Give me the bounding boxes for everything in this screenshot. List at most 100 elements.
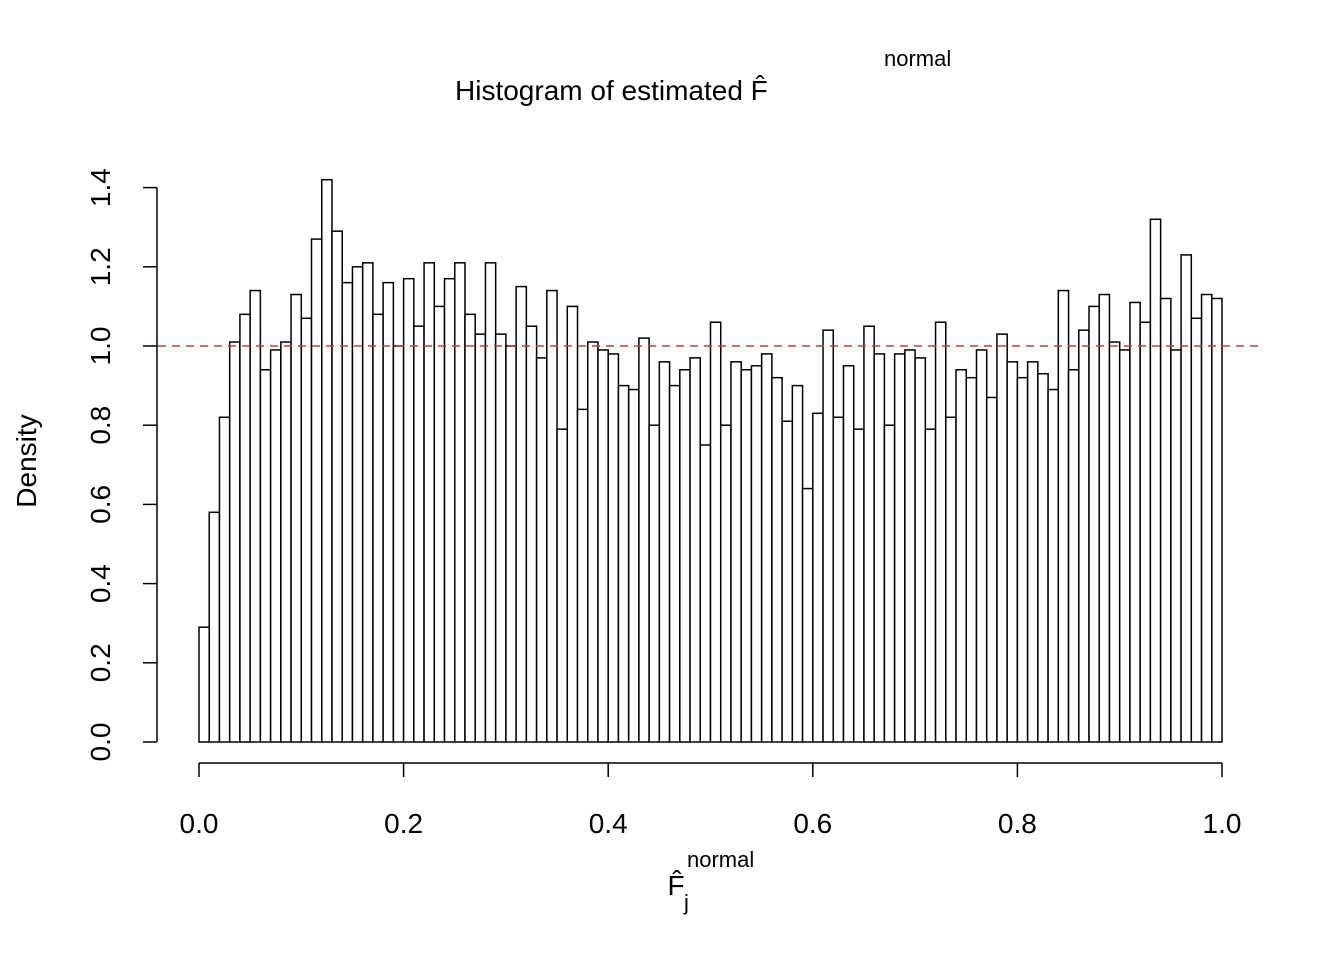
bar <box>1149 218 1162 743</box>
bar <box>525 325 538 743</box>
bar <box>924 428 937 743</box>
bar <box>1190 317 1203 743</box>
bar <box>198 626 210 743</box>
bar <box>955 369 968 743</box>
bar <box>607 353 620 743</box>
bar <box>1200 293 1213 743</box>
bar <box>494 333 507 743</box>
bar <box>668 384 681 743</box>
bar <box>873 353 886 743</box>
bar <box>372 313 384 743</box>
bar <box>832 416 845 743</box>
bar <box>863 325 875 743</box>
bar <box>1159 297 1172 743</box>
bar <box>546 289 558 743</box>
bar <box>1037 372 1049 743</box>
bar <box>392 345 405 743</box>
bar <box>893 353 906 743</box>
bar <box>1016 376 1029 743</box>
bar <box>361 262 374 743</box>
bar <box>576 408 589 743</box>
bar <box>658 361 671 743</box>
bar <box>454 262 466 743</box>
bar <box>586 341 599 743</box>
x-axis-label-subscript: j <box>683 890 689 915</box>
bar <box>1211 297 1223 743</box>
bar <box>423 262 436 743</box>
bar <box>904 349 916 743</box>
bar <box>464 313 476 743</box>
bar <box>1057 289 1070 743</box>
y-tick-label: 0.6 <box>85 485 116 524</box>
bar <box>269 349 282 743</box>
bar <box>760 353 773 743</box>
bar <box>791 384 804 743</box>
bar <box>699 444 712 743</box>
bar <box>597 349 609 743</box>
y-tick-label: 0.2 <box>85 643 116 682</box>
bar <box>1098 293 1111 743</box>
bar <box>1088 305 1100 743</box>
x-tick-label: 0.2 <box>384 808 423 839</box>
bar <box>1026 361 1039 743</box>
bar <box>300 317 313 743</box>
bar <box>1047 388 1060 743</box>
x-tick-label: 0.8 <box>998 808 1037 839</box>
bar <box>627 388 640 743</box>
bar <box>771 376 783 743</box>
bar <box>351 266 364 743</box>
y-tick-label: 0.0 <box>85 723 116 762</box>
bar <box>730 361 742 743</box>
y-tick-label: 1.0 <box>85 327 116 366</box>
bar <box>290 293 303 743</box>
x-tick-label: 1.0 <box>1203 808 1242 839</box>
bar <box>975 349 988 743</box>
bar <box>689 357 702 743</box>
bar <box>208 511 221 743</box>
bar <box>617 384 630 743</box>
bar <box>515 285 528 743</box>
bar <box>1118 349 1131 743</box>
x-axis-label: F̂ <box>667 870 684 901</box>
bar <box>228 341 241 743</box>
bar <box>883 424 896 743</box>
bar <box>310 238 323 743</box>
x-axis-label-superscript: normal <box>687 847 754 872</box>
bar <box>505 345 517 743</box>
y-tick-label: 1.4 <box>85 168 116 207</box>
chart-title-superscript: normal <box>884 46 951 71</box>
bar <box>433 305 446 743</box>
bar <box>1067 369 1080 743</box>
bar <box>750 365 763 743</box>
bar <box>218 416 231 743</box>
bar <box>965 376 978 743</box>
bar <box>321 178 333 743</box>
y-axis-label: Density <box>11 414 42 507</box>
bar <box>556 428 569 743</box>
y-tick-label: 1.2 <box>85 247 116 286</box>
x-tick-label: 0.0 <box>180 808 219 839</box>
bar <box>812 412 824 743</box>
bar <box>740 369 753 743</box>
bar <box>341 281 354 743</box>
bar <box>331 230 343 743</box>
bar <box>934 321 947 743</box>
bar <box>382 281 395 743</box>
bar <box>648 424 661 743</box>
bar <box>852 428 865 743</box>
bar <box>822 329 835 743</box>
x-tick-label: 0.6 <box>793 808 832 839</box>
bar <box>1006 361 1019 743</box>
chart-title: Histogram of estimated F̂ <box>455 75 768 106</box>
bar <box>914 357 927 743</box>
bar <box>842 365 855 743</box>
bar <box>443 277 456 743</box>
bar <box>801 487 814 743</box>
x-tick-label: 0.4 <box>589 808 628 839</box>
bar <box>280 341 292 743</box>
bar <box>259 369 272 743</box>
bar <box>239 313 251 743</box>
bar <box>1108 341 1121 743</box>
bar <box>1129 301 1141 743</box>
